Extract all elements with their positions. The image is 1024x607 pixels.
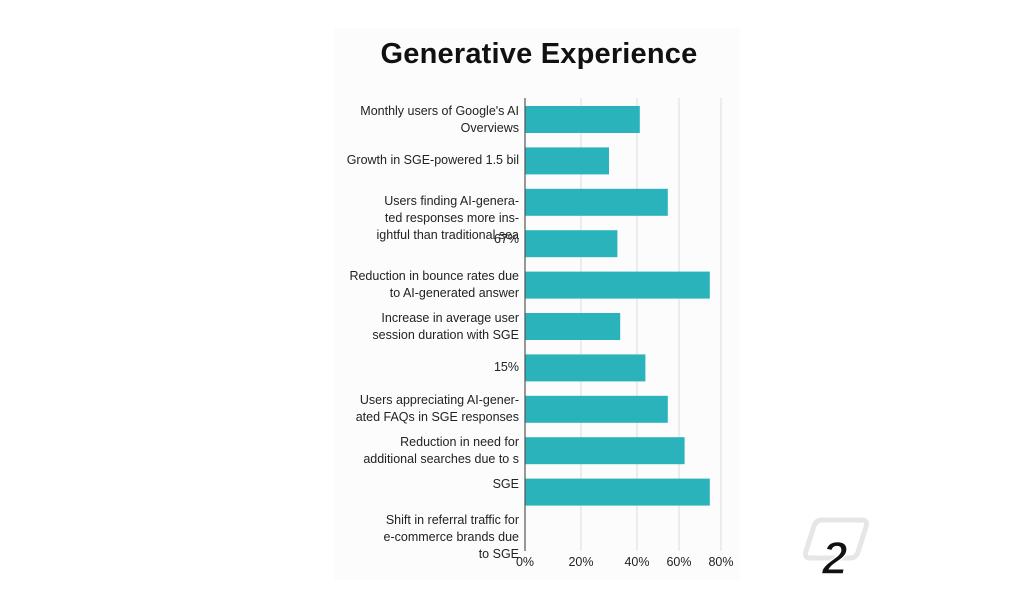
logo-glyph: 2 bbox=[821, 532, 848, 576]
category-label-line: Shift in referral traffic for bbox=[385, 513, 519, 527]
x-tick-label: 60% bbox=[666, 555, 691, 569]
category-label: Users appreciating AI-gener-ated FAQs in… bbox=[319, 392, 519, 426]
q2-logo-icon: 2 bbox=[803, 517, 869, 576]
x-tick-label: 0% bbox=[516, 555, 534, 569]
category-label-line: Growth in SGE-powered 1.5 bil bbox=[346, 153, 519, 168]
bar bbox=[525, 230, 618, 258]
category-label-line: Users appreciating AI-gener- bbox=[359, 393, 519, 408]
bar bbox=[525, 147, 609, 175]
bar bbox=[525, 395, 668, 423]
category-label-line: additional searches due to s bbox=[363, 451, 519, 466]
category-label-line: 67% bbox=[493, 232, 519, 247]
category-label: Reduction in need for additional searches… bbox=[319, 434, 519, 468]
bar bbox=[525, 188, 668, 216]
logo-ring bbox=[803, 517, 869, 561]
category-label: Reduction in bounce rates due to AI-gener… bbox=[319, 268, 519, 302]
bar bbox=[525, 437, 685, 465]
category-label-line: ted responses more ins- bbox=[384, 210, 519, 225]
category-label-line: session duration with SGE bbox=[372, 327, 519, 342]
category-label-line: ated FAQs in SGE responses bbox=[355, 410, 519, 425]
bar bbox=[525, 106, 640, 133]
category-label: Users finding AI-genera-ted responses mo… bbox=[319, 193, 519, 244]
category-label: Growth in SGE-powered 1.5 bil bbox=[319, 152, 519, 169]
bar bbox=[525, 354, 646, 382]
category-label-line: Reduction in bounce rates due bbox=[349, 269, 519, 284]
category-label: Increase in average user session duration… bbox=[319, 310, 519, 344]
bar bbox=[525, 478, 710, 506]
category-label-line: 15% bbox=[493, 360, 519, 375]
chart-title: Generative Experience bbox=[380, 38, 698, 70]
category-label: 15% bbox=[319, 359, 519, 376]
category-label-line: to AI-generated answer bbox=[389, 286, 519, 301]
category-label: Monthly users of Google's AI Overviews bbox=[319, 103, 519, 137]
x-tick-label: 80% bbox=[708, 555, 733, 569]
category-label: SGE bbox=[319, 476, 519, 493]
x-tick-label: 20% bbox=[568, 555, 593, 569]
category-label-line: ightful than traditional sea bbox=[376, 227, 519, 242]
category-label-line: Increase in average user bbox=[381, 310, 519, 325]
category-label-line: Overviews bbox=[460, 120, 519, 135]
category-label-line: Users finding AI-genera- bbox=[384, 193, 519, 208]
bar bbox=[525, 271, 710, 299]
category-label: 67% bbox=[319, 231, 519, 248]
category-label-line: to SGE bbox=[478, 547, 519, 561]
x-tick-label: 40% bbox=[624, 555, 649, 569]
category-label-line: e-commerce brands due bbox=[383, 530, 519, 544]
category-label-line: Reduction in need for bbox=[400, 434, 519, 449]
bar bbox=[525, 313, 621, 340]
category-label-line: Monthly users of Google's AI bbox=[360, 103, 519, 118]
category-label-line: SGE bbox=[492, 476, 519, 491]
category-label: Shift in referral traffic for e-commerce … bbox=[319, 512, 519, 563]
